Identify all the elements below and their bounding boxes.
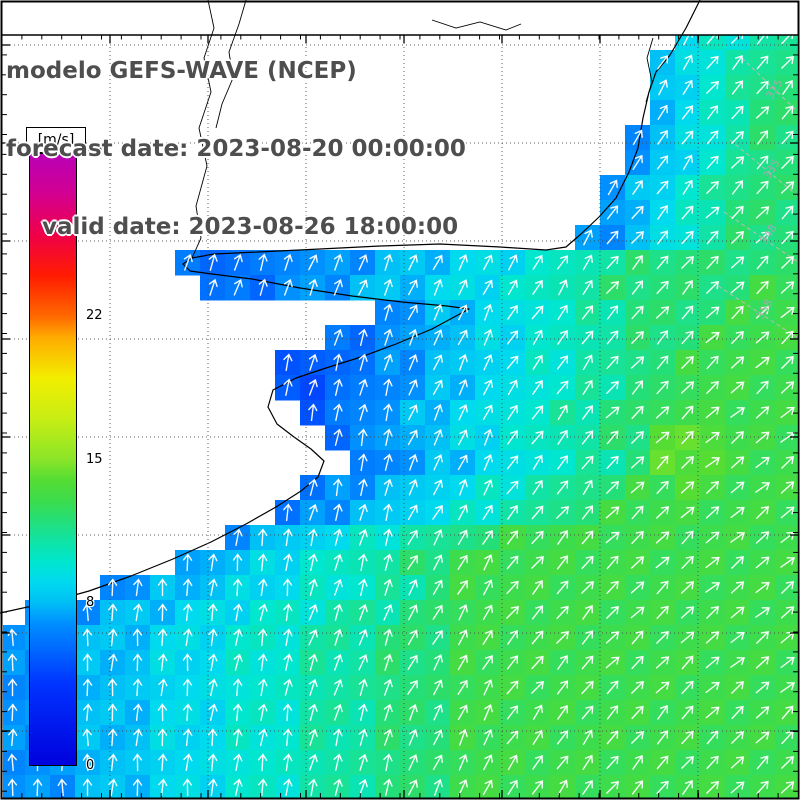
contour-line — [741, 57, 799, 113]
colorbar-tick-8: 8 — [86, 594, 95, 610]
title-valid-date: valid date: 2023-08-26 18:00:00 — [42, 214, 459, 240]
chart-title-block: modelo GEFS-WAVE (NCEP) forecast date: 2… — [6, 6, 466, 292]
colorbar-gradient — [29, 153, 77, 766]
river-line — [645, 37, 654, 103]
contour-line — [723, 211, 799, 263]
colorbar-unit-label: [m/s] — [26, 127, 86, 153]
colorbar-tick-0: 0 — [86, 758, 95, 773]
river-line — [215, 0, 247, 129]
river-line — [431, 19, 522, 31]
title-forecast-date: forecast date: 2023-08-20 00:00:00 — [6, 136, 466, 162]
colorbar-tick-30: 30 — [86, 145, 103, 160]
coastline — [0, 0, 701, 614]
river-line — [191, 0, 215, 259]
contour-line — [717, 285, 799, 339]
contour-line — [729, 139, 799, 197]
colorbar-bar — [29, 153, 77, 766]
colorbar-tick-15: 15 — [86, 451, 103, 467]
colorbar-tick-22: 22 — [86, 308, 103, 324]
title-model-name: modelo GEFS-WAVE (NCEP) — [6, 58, 357, 84]
